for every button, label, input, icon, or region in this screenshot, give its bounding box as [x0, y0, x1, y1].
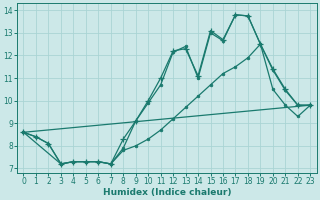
X-axis label: Humidex (Indice chaleur): Humidex (Indice chaleur) [103, 188, 231, 197]
